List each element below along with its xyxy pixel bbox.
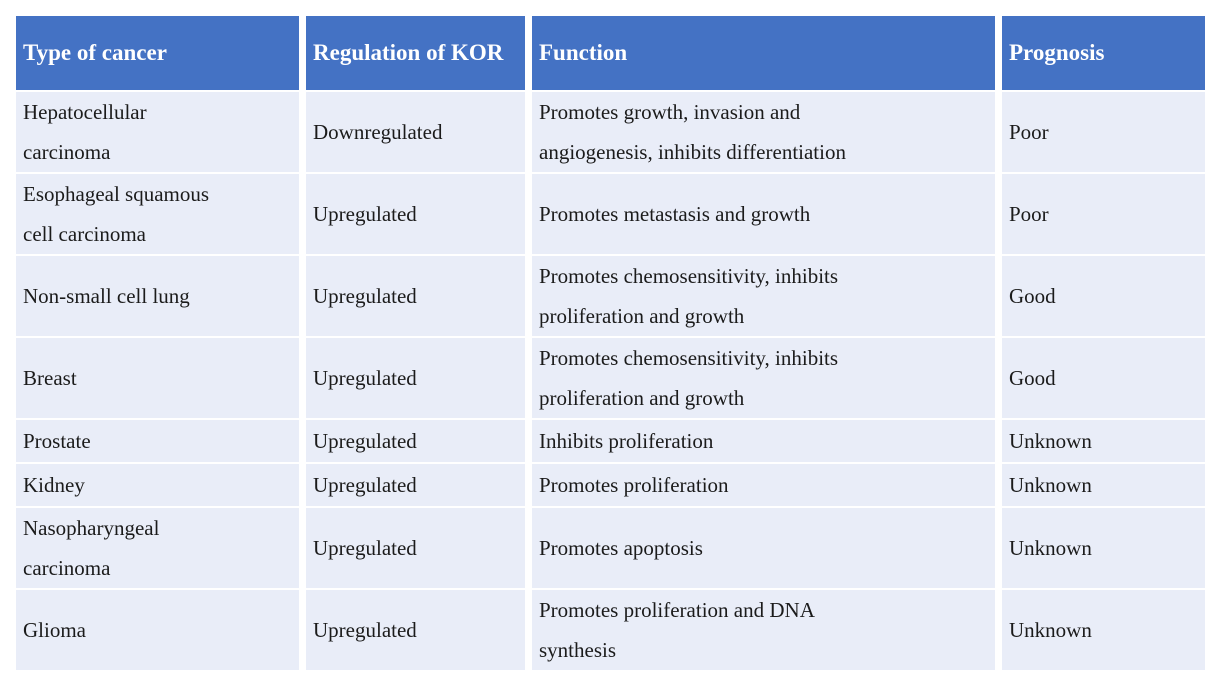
cell-regulation: Upregulated <box>306 420 532 464</box>
cell-function: Promotes metastasis and growth <box>532 174 1002 256</box>
cell-regulation: Upregulated <box>306 508 532 590</box>
cell-cancer-type: Non-small cell lung <box>16 256 306 338</box>
kor-cancer-table: Type of cancer Regulation of KOR Functio… <box>16 16 1205 670</box>
table-header: Type of cancer Regulation of KOR Functio… <box>16 16 1205 92</box>
cell-function: Promotes chemosensitivity, inhibits prol… <box>532 256 1002 338</box>
cell-regulation: Upregulated <box>306 464 532 508</box>
cell-prognosis: Unknown <box>1002 464 1205 508</box>
cell-cancer-type: Hepatocellular carcinoma <box>16 92 306 174</box>
cell-cancer-type: Breast <box>16 338 306 420</box>
kor-cancer-table-container: Type of cancer Regulation of KOR Functio… <box>16 16 1205 670</box>
table-row: Breast Upregulated Promotes chemosensiti… <box>16 338 1205 420</box>
cell-function: Promotes proliferation <box>532 464 1002 508</box>
cell-function: Promotes growth, invasion and angiogenes… <box>532 92 1002 174</box>
column-header-type-of-cancer: Type of cancer <box>16 16 306 92</box>
cell-prognosis: Good <box>1002 256 1205 338</box>
cell-function: Promotes proliferation and DNA synthesis <box>532 590 1002 670</box>
cell-cancer-type: Kidney <box>16 464 306 508</box>
cell-regulation: Upregulated <box>306 338 532 420</box>
cell-prognosis: Unknown <box>1002 590 1205 670</box>
table-row: Nasopharyngeal carcinoma Upregulated Pro… <box>16 508 1205 590</box>
table-row: Esophageal squamous cell carcinoma Upreg… <box>16 174 1205 256</box>
cell-regulation: Downregulated <box>306 92 532 174</box>
cell-cancer-type: Nasopharyngeal carcinoma <box>16 508 306 590</box>
cell-regulation: Upregulated <box>306 590 532 670</box>
cell-cancer-type: Esophageal squamous cell carcinoma <box>16 174 306 256</box>
cell-prognosis: Good <box>1002 338 1205 420</box>
cell-cancer-type: Glioma <box>16 590 306 670</box>
table-row: Prostate Upregulated Inhibits proliferat… <box>16 420 1205 464</box>
column-header-function: Function <box>532 16 1002 92</box>
cell-cancer-type: Prostate <box>16 420 306 464</box>
cell-function: Inhibits proliferation <box>532 420 1002 464</box>
column-header-regulation-of-kor: Regulation of KOR <box>306 16 532 92</box>
table-row: Kidney Upregulated Promotes proliferatio… <box>16 464 1205 508</box>
table-row: Hepatocellular carcinoma Downregulated P… <box>16 92 1205 174</box>
cell-regulation: Upregulated <box>306 174 532 256</box>
header-row: Type of cancer Regulation of KOR Functio… <box>16 16 1205 92</box>
table-row: Non-small cell lung Upregulated Promotes… <box>16 256 1205 338</box>
cell-prognosis: Unknown <box>1002 508 1205 590</box>
cell-function: Promotes chemosensitivity, inhibits prol… <box>532 338 1002 420</box>
cell-prognosis: Poor <box>1002 174 1205 256</box>
cell-prognosis: Unknown <box>1002 420 1205 464</box>
table-row: Glioma Upregulated Promotes proliferatio… <box>16 590 1205 670</box>
cell-regulation: Upregulated <box>306 256 532 338</box>
column-header-prognosis: Prognosis <box>1002 16 1205 92</box>
table-body: Hepatocellular carcinoma Downregulated P… <box>16 92 1205 670</box>
cell-prognosis: Poor <box>1002 92 1205 174</box>
cell-function: Promotes apoptosis <box>532 508 1002 590</box>
